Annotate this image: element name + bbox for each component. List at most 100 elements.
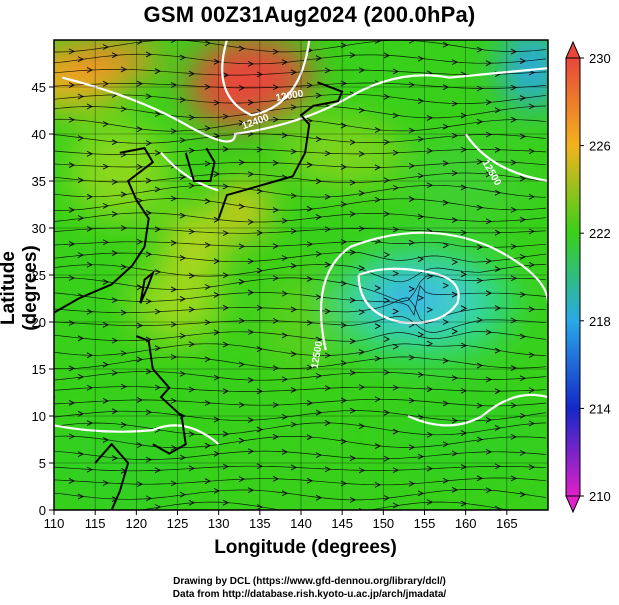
x-tick-label: 145 [331, 516, 353, 531]
stream-arrow [476, 204, 484, 211]
stream-arrow [238, 361, 246, 368]
x-tick-label: 160 [455, 516, 477, 531]
contour-label: 12500 [310, 340, 326, 370]
stream-arrow [340, 438, 348, 445]
stream-arrow [102, 202, 110, 209]
stream-arrow [272, 317, 280, 324]
stream-arrow [86, 103, 94, 110]
stream-arrow [485, 290, 493, 297]
stream-arrow [247, 99, 255, 106]
stream-arrow [315, 452, 323, 458]
stream-arrow [417, 136, 425, 143]
stream-arrow [68, 207, 76, 213]
stream-arrow [188, 431, 196, 438]
stream-arrow [306, 241, 314, 247]
stream-arrow [426, 115, 434, 121]
stream-arrow [281, 255, 289, 261]
stream-arrow [358, 309, 366, 316]
stream-arrow [408, 286, 416, 292]
stream-arrow [213, 292, 221, 298]
stream-arrow [494, 388, 502, 395]
stream-arrow [179, 332, 187, 339]
streamline [54, 501, 512, 510]
stream-arrow [256, 71, 264, 78]
stream-arrow [77, 177, 85, 184]
stream-arrow [68, 478, 76, 484]
stream-arrow [476, 158, 484, 165]
stream-arrow [86, 193, 94, 200]
stream-arrow [494, 229, 502, 236]
stream-arrow [179, 54, 187, 61]
stream-arrow [179, 454, 187, 461]
coastline [135, 335, 187, 455]
stream-arrow [272, 275, 280, 282]
stream-arrow [247, 60, 255, 67]
stream-arrow [145, 409, 153, 416]
stream-arrow [324, 420, 332, 426]
stream-arrow [417, 256, 425, 263]
stream-arrow [510, 116, 518, 123]
streamline [54, 297, 547, 324]
stream-arrow [408, 162, 416, 169]
colorbar-tick-label: 222 [589, 226, 611, 241]
stream-arrow [408, 127, 416, 134]
x-tick-label: 165 [496, 516, 518, 531]
stream-arrow [213, 416, 221, 423]
stream-arrow [519, 333, 527, 340]
stream-arrow [324, 352, 332, 359]
stream-arrow [426, 465, 434, 472]
field-blob [378, 283, 439, 314]
contour-line [319, 231, 548, 351]
stream-arrow [519, 216, 527, 223]
stream-arrow [528, 464, 536, 471]
stream-arrow [528, 387, 536, 394]
contour-line [160, 152, 219, 192]
stream-arrow [417, 490, 425, 497]
stream-arrow [204, 284, 212, 290]
stream-arrow [188, 147, 196, 154]
x-tick-label: 115 [85, 516, 106, 531]
stream-arrow [374, 323, 382, 330]
stream-arrow [68, 48, 76, 55]
stream-arrow [256, 346, 264, 352]
stream-arrow [451, 59, 459, 66]
stream-arrow [213, 374, 221, 381]
stream-arrow [68, 241, 76, 247]
stream-arrow [408, 354, 416, 361]
stream-arrow [204, 198, 212, 205]
stream-arrow [86, 150, 94, 157]
stream-arrow [154, 186, 162, 193]
stream-arrow [154, 467, 162, 474]
stream-arrow [111, 455, 119, 461]
stream-arrow [238, 278, 246, 285]
x-axis-label-text: Longitude (degrees) [214, 537, 397, 558]
stream-arrow [528, 148, 536, 155]
stream-arrow [510, 84, 518, 91]
stream-arrow [281, 217, 289, 224]
stream-arrow [519, 175, 527, 182]
stream-arrow [417, 172, 425, 179]
stream-arrow [460, 387, 468, 394]
stream-arrow [204, 442, 212, 449]
stream-arrow [179, 137, 187, 144]
stream-arrow [111, 139, 119, 146]
stream-arrow [358, 384, 366, 391]
stream-arrow [417, 213, 425, 220]
stream-arrow [222, 304, 230, 311]
stream-arrow [272, 433, 280, 440]
stream-arrow [222, 230, 230, 237]
streamline [54, 40, 547, 53]
stream-arrow [213, 216, 221, 223]
streamline [54, 343, 547, 356]
stream-arrow [349, 407, 357, 414]
stream-arrow [238, 120, 246, 126]
stream-arrow [426, 499, 434, 506]
stream-arrow [77, 335, 85, 342]
stream-arrow [315, 409, 323, 416]
x-tick-label: 150 [372, 516, 394, 531]
stream-arrow [349, 249, 357, 256]
stream-arrow [145, 298, 153, 305]
stream-arrow [238, 203, 246, 210]
stream-arrow [154, 345, 162, 352]
streamline [54, 198, 547, 211]
